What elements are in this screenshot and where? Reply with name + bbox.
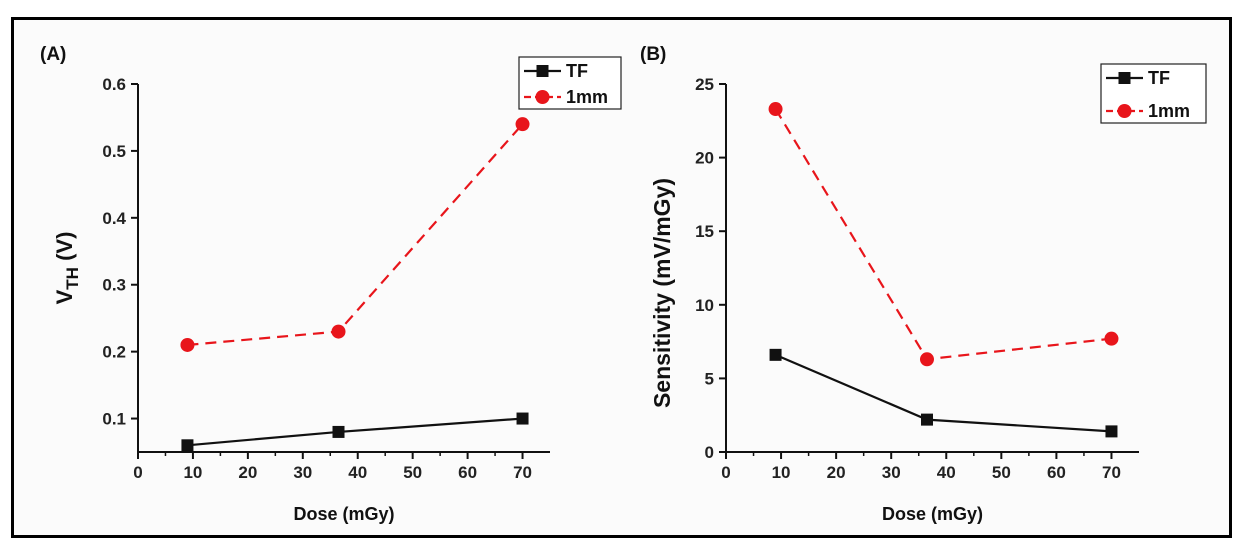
panel-a: 0 10 20 30 40 50 60 70 0.1 0.2 0.3 0.4 0.5 0.6 Dose (m… xyxy=(40,44,622,524)
data-point-TF xyxy=(181,439,194,452)
legend-marker-TF xyxy=(1118,72,1131,84)
legend-marker-1mm xyxy=(535,90,550,104)
y-axis-title-subscript: TH xyxy=(63,267,82,290)
x-tick-label: 50 xyxy=(992,463,1011,482)
data-point-1mm xyxy=(515,117,530,132)
x-axis-title: Dose (mGy) xyxy=(293,504,394,524)
x-tick-label: 0 xyxy=(721,463,730,482)
data-point-1mm xyxy=(331,324,346,339)
y-tick-label: 20 xyxy=(695,149,714,168)
panel-label: (B) xyxy=(640,44,666,65)
legend-box xyxy=(518,56,622,110)
series-line-1mm xyxy=(774,108,1112,361)
series-line-1mm xyxy=(187,123,524,347)
data-point-1mm xyxy=(1104,331,1119,346)
data-point-TF xyxy=(920,413,933,426)
y-tick-label: 0.5 xyxy=(102,142,126,161)
panel-label: (A) xyxy=(40,44,66,65)
x-tick-label: 40 xyxy=(348,463,367,482)
x-tick-label: 10 xyxy=(772,463,791,482)
series-line-TF xyxy=(187,417,523,447)
x-tick-label: 30 xyxy=(882,463,901,482)
legend-label-TF: TF xyxy=(1148,68,1170,88)
y-tick-label: 5 xyxy=(705,369,714,388)
legend-marker-TF xyxy=(536,65,549,77)
y-tick-label: 0.4 xyxy=(102,209,126,228)
x-tick-label: 20 xyxy=(827,463,846,482)
x-tick-label: 70 xyxy=(1102,463,1121,482)
y-tick-label: 10 xyxy=(695,296,714,315)
panel-b: 0 10 20 30 40 50 60 70 0 5 10 15 20 25 Dose (mGy) Sensi… xyxy=(640,44,1207,524)
y-axis-title-main: V xyxy=(52,289,77,304)
data-point-TF xyxy=(769,348,782,361)
legend-label-1mm: 1mm xyxy=(566,87,608,107)
x-axis-title: Dose (mGy) xyxy=(882,504,983,524)
x-tick-label: 40 xyxy=(937,463,956,482)
y-tick-label: 0 xyxy=(705,443,714,462)
x-tick-label: 20 xyxy=(238,463,257,482)
x-tick-label: 60 xyxy=(458,463,477,482)
y-tick-label: 15 xyxy=(695,222,714,241)
y-tick-label: 0.6 xyxy=(102,75,126,94)
legend-marker-1mm xyxy=(1117,104,1132,118)
x-tick-label: 70 xyxy=(513,463,532,482)
data-point-1mm xyxy=(180,337,195,352)
x-tick-label: 50 xyxy=(403,463,422,482)
x-tick-label: 30 xyxy=(293,463,312,482)
y-axis-title: Sensitivity (mV/mGy) xyxy=(649,178,675,408)
y-tick-label: 0.3 xyxy=(102,276,126,295)
y-tick-label: 25 xyxy=(695,75,714,94)
legend-label-TF: TF xyxy=(566,61,588,81)
y-axis-title-unit: (V) xyxy=(52,232,77,267)
x-tick-label: 60 xyxy=(1047,463,1066,482)
data-point-TF xyxy=(1105,425,1118,438)
y-axis-title: VTH (V) xyxy=(52,232,82,305)
data-point-TF xyxy=(516,412,529,425)
legend-label-1mm: 1mm xyxy=(1148,101,1190,121)
x-tick-label: 10 xyxy=(183,463,202,482)
data-point-1mm xyxy=(768,102,783,117)
y-tick-label: 0.1 xyxy=(102,410,126,429)
x-tick-label: 0 xyxy=(133,463,142,482)
data-point-1mm xyxy=(919,352,934,367)
data-point-TF xyxy=(332,425,345,438)
y-tick-label: 0.2 xyxy=(102,343,126,362)
series-line-TF xyxy=(775,353,1112,433)
